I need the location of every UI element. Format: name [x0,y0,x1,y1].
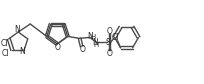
Text: O: O [79,45,85,54]
Text: N: N [92,38,98,47]
Text: N: N [87,32,93,41]
Text: O: O [106,49,112,58]
Text: N: N [14,26,20,35]
Text: O: O [106,27,112,36]
Text: N: N [19,47,25,56]
Text: Cl: Cl [2,49,9,58]
Text: H: H [93,42,98,48]
Text: Cl: Cl [111,33,119,42]
Text: O: O [54,43,60,51]
Text: S: S [105,38,111,47]
Text: H: H [90,34,95,40]
Text: Cl: Cl [1,39,8,48]
